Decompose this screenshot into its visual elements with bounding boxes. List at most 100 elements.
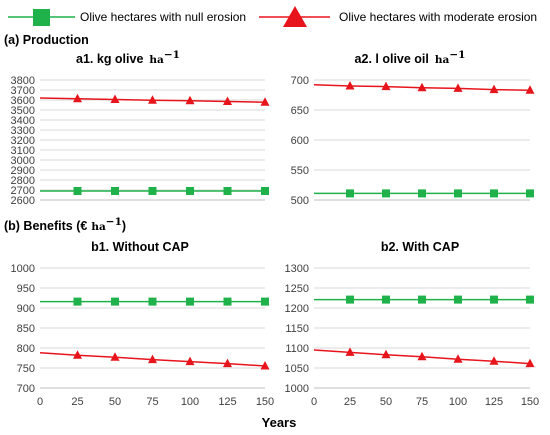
data-point-null-erosion	[186, 297, 194, 306]
y-tick-label: 3000	[11, 155, 35, 167]
data-point-moderate-erosion	[417, 82, 427, 92]
data-point-null-erosion	[148, 297, 157, 306]
y-tick-label: 1200	[285, 303, 309, 315]
data-point-null-erosion	[454, 295, 462, 304]
data-point-null-erosion	[111, 187, 119, 195]
x-tick-label: 0	[311, 396, 317, 408]
benefits-unit: ha	[91, 221, 106, 233]
data-point-moderate-erosion	[489, 84, 499, 94]
x-tick-label: 100	[449, 396, 467, 408]
y-tick-label: 2700	[11, 185, 35, 197]
y-tick-label: 3500	[11, 105, 35, 117]
y-tick-label: 1300	[285, 263, 309, 275]
y-tick-label: 1250	[285, 283, 309, 295]
panel-title-text: b2. With CAP	[381, 240, 459, 254]
legend-null-label: Olive hectares with null erosion	[80, 10, 246, 24]
x-tick-label: 75	[416, 396, 428, 408]
x-tick-label: 50	[109, 396, 121, 408]
y-tick-label: 3100	[11, 145, 35, 157]
data-point-null-erosion	[111, 297, 119, 306]
y-tick-label: 1150	[285, 323, 309, 335]
panel-4: b2. With CAP1000105011001150120012501300…	[285, 240, 540, 408]
data-point-null-erosion	[73, 297, 82, 306]
legend-moderate-marker	[283, 6, 307, 27]
data-point-null-erosion	[73, 187, 82, 195]
data-point-null-erosion	[223, 297, 232, 306]
data-point-null-erosion	[148, 187, 157, 195]
panel-title-unit-exp: −1	[449, 49, 465, 61]
data-point-null-erosion	[382, 295, 390, 304]
y-tick-label: 500	[291, 195, 309, 207]
x-tick-label: 25	[71, 396, 83, 408]
data-point-moderate-erosion	[73, 350, 82, 359]
x-tick-label: 150	[521, 396, 539, 408]
y-tick-label: 800	[17, 343, 35, 355]
panel-title-unit-exp: −1	[164, 49, 180, 61]
x-tick-label: 25	[344, 396, 356, 408]
panel-3: b1. Without CAP 700 750 800 850 900 950 1000 0 25…	[11, 240, 275, 408]
data-point-moderate-erosion	[381, 349, 391, 359]
x-tick-label: 100	[181, 396, 199, 408]
panel-2: a2. l olive oil ha−1 500 550 600 650 700	[291, 49, 535, 207]
x-tick-label: 50	[380, 396, 392, 408]
data-point-moderate-erosion	[223, 358, 232, 368]
data-point-moderate-erosion	[525, 358, 535, 368]
y-tick-label: 700	[17, 383, 35, 395]
data-point-null-erosion	[490, 189, 498, 198]
y-tick-label: 850	[17, 323, 35, 335]
y-tick-label: 2900	[11, 165, 35, 177]
y-tick-label: 900	[17, 303, 35, 315]
data-point-moderate-erosion	[148, 95, 157, 104]
data-point-null-erosion	[490, 295, 498, 304]
data-point-moderate-erosion	[489, 356, 499, 365]
y-tick-label: 3800	[11, 75, 35, 87]
data-point-moderate-erosion	[73, 93, 82, 103]
data-point-moderate-erosion	[453, 83, 463, 92]
panels: a1. kg olive ha−1 260027002800290030003100…	[11, 49, 540, 408]
panel-title-unit: ha	[149, 54, 164, 66]
data-point-moderate-erosion	[345, 347, 355, 356]
y-tick-label: 600	[291, 135, 309, 147]
y-tick-label: 3700	[11, 85, 35, 97]
x-tick-label: 125	[485, 396, 503, 408]
benefits-unit-exp: −1	[106, 216, 122, 228]
y-tick-label: 1000	[11, 263, 35, 275]
data-point-moderate-erosion	[260, 361, 270, 370]
y-tick-label: 2800	[11, 175, 35, 187]
x-tick-label: 150	[256, 396, 274, 408]
data-point-moderate-erosion	[185, 95, 195, 105]
data-point-null-erosion	[454, 189, 462, 198]
panel-title: a1. kg olive ha−1	[76, 49, 180, 66]
y-tick-label: 3600	[11, 95, 35, 107]
x-tick-label: 0	[37, 396, 43, 408]
data-point-null-erosion	[526, 189, 534, 198]
y-tick-label: 700	[291, 75, 309, 87]
y-tick-label: 550	[291, 165, 309, 177]
data-point-null-erosion	[261, 297, 269, 306]
panel-1: a1. kg olive ha−1 260027002800290030003100…	[11, 49, 270, 207]
y-tick-label: 3200	[11, 135, 35, 147]
y-tick-label: 750	[17, 363, 35, 375]
section-production-heading: (a) Production	[4, 33, 89, 47]
data-point-null-erosion	[346, 189, 354, 198]
legend: Olive hectares with null erosion Olive h…	[8, 6, 537, 27]
panel-title-text: a2. l olive oil	[355, 52, 429, 66]
data-point-null-erosion	[223, 187, 232, 195]
y-tick-label: 3400	[11, 115, 35, 127]
panel-title: a2. l olive oil ha−1	[355, 49, 466, 66]
data-point-moderate-erosion	[110, 352, 120, 361]
panel-title: b1. Without CAP	[91, 240, 189, 254]
section-benefits-heading: (b) Benefits (€ ha−1)	[4, 216, 126, 233]
legend-moderate-label: Olive hectares with moderate erosion	[339, 10, 537, 24]
x-tick-label: 125	[218, 396, 236, 408]
data-point-null-erosion	[418, 295, 426, 304]
y-tick-label: 1050	[285, 363, 309, 375]
data-point-moderate-erosion	[185, 356, 195, 366]
data-point-moderate-erosion	[110, 94, 120, 103]
data-point-null-erosion	[346, 295, 354, 304]
y-tick-label: 2600	[11, 195, 35, 207]
data-point-null-erosion	[526, 295, 534, 304]
data-point-null-erosion	[261, 187, 269, 195]
data-point-moderate-erosion	[525, 85, 535, 94]
